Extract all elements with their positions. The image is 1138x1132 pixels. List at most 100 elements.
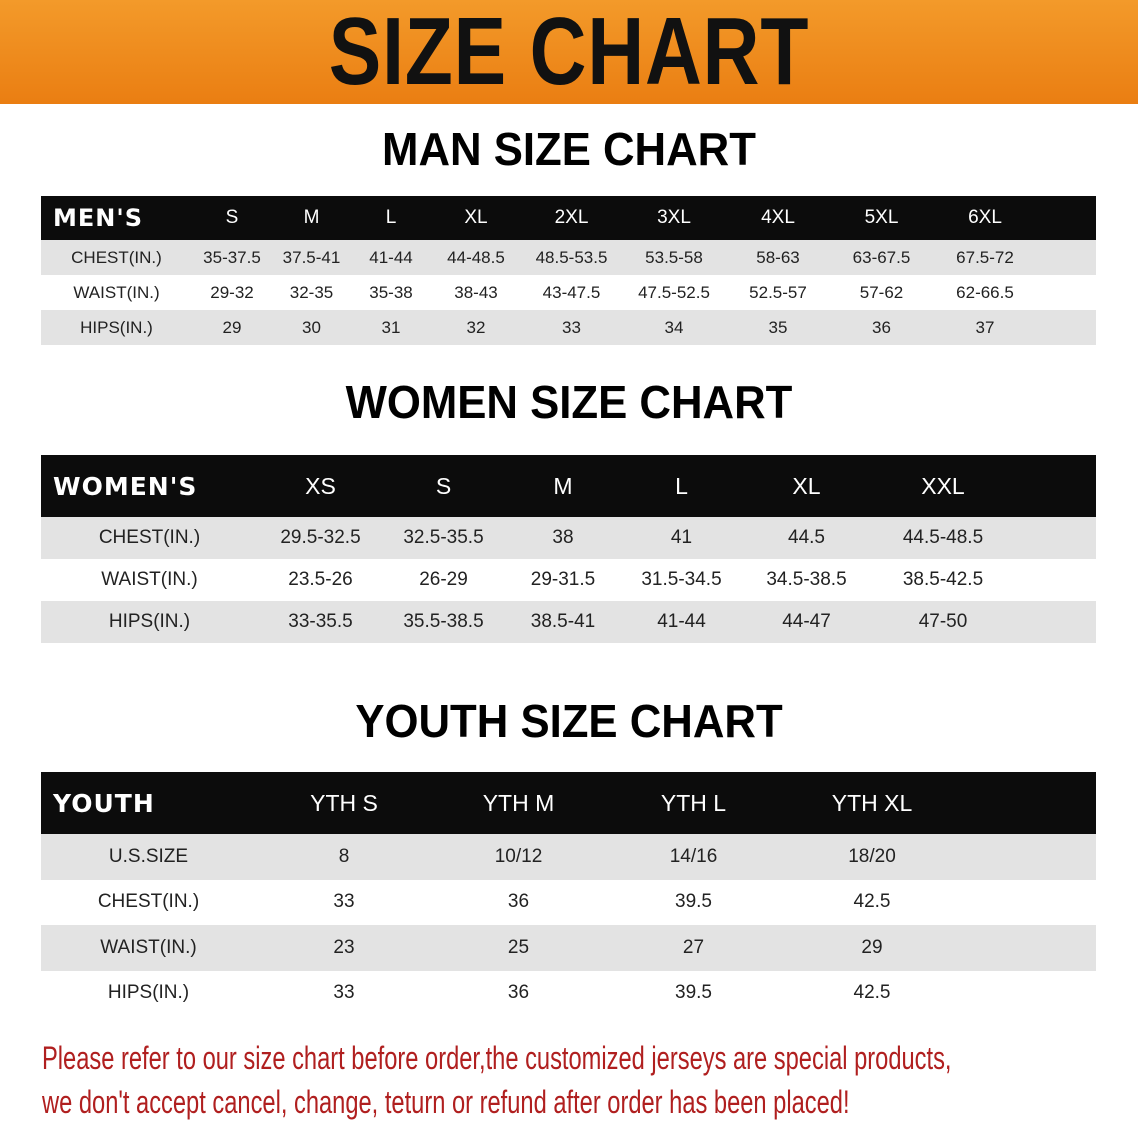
table-row: WAIST(IN.) 29-32 32-35 35-38 38-43 43-47.5 47.… (41, 275, 1096, 310)
notice-line-1: Please refer to our size chart before or… (42, 1040, 952, 1076)
table-row: WAIST(IN.) 23.5-26 26-29 29-31.5 31.5-34.5 34… (41, 559, 1096, 601)
row-label: CHEST(IN.) (98, 527, 201, 548)
measurement-cell: 33 (333, 891, 355, 913)
measurement-cell: 41 (670, 527, 693, 548)
measurement-cell: 18/20 (848, 845, 896, 867)
table-row: HIPS(IN.) 33-35.5 35.5-38.5 38.5-41 41-44 44-… (41, 601, 1096, 643)
youth-size-table: YOUTH YTH S YTH M YTH L YTH XL U.S.SIZE 8 10/12… (41, 772, 1096, 1016)
measurement-cell: 48.5-53.5 (535, 247, 608, 267)
women-section-title: WOMEN SIZE CHART (345, 376, 793, 428)
header-banner: SIZE CHART (0, 0, 1138, 104)
size-column-header: S (435, 472, 452, 499)
men-section-title: MAN SIZE CHART (382, 123, 756, 175)
measurement-cell: 57-62 (859, 282, 904, 302)
measurement-cell: 8 (338, 845, 350, 867)
table-header-row: WOMEN'S XS S M L XL XXL (41, 455, 1096, 517)
measurement-cell: 63-67.5 (852, 247, 911, 267)
measurement-cell: 33 (562, 317, 581, 337)
row-label: WAIST(IN.) (73, 282, 160, 302)
row-label: CHEST(IN.) (71, 247, 162, 267)
table-header-label: MEN'S (53, 204, 143, 232)
measurement-cell: 36 (872, 317, 891, 337)
page-title: SIZE CHART (328, 0, 810, 105)
size-column-header: XXL (921, 472, 965, 499)
measurement-cell: 34.5-38.5 (766, 569, 847, 590)
size-column-header: YTH L (660, 789, 727, 816)
size-column-header: 6XL (968, 207, 1002, 228)
measurement-cell: 35 (768, 317, 788, 337)
notice-line-2: we don't accept cancel, change, teturn o… (42, 1084, 850, 1120)
measurement-cell: 10/12 (494, 845, 543, 867)
size-column-header: M (553, 472, 573, 499)
table-header-label: YOUTH (53, 788, 155, 818)
measurement-cell: 29-32 (210, 282, 254, 302)
row-label: WAIST(IN.) (101, 569, 198, 590)
measurement-cell: 41-44 (369, 247, 413, 267)
measurement-cell: 31 (381, 317, 401, 337)
row-label: HIPS(IN.) (80, 317, 153, 337)
measurement-cell: 25 (507, 936, 530, 958)
measurement-cell: 41-44 (657, 611, 706, 632)
table-row: HIPS(IN.) 29 30 31 32 33 34 35 36 37 (41, 310, 1096, 345)
measurement-cell: 44-47 (782, 611, 831, 632)
measurement-cell: 33-35.5 (288, 611, 353, 632)
table-row: U.S.SIZE 8 10/12 14/16 18/20 (41, 834, 1096, 880)
table-row: CHEST(IN.) 29.5-32.5 32.5-35.5 38 41 44.5 44.5… (41, 517, 1096, 559)
measurement-cell: 58-63 (756, 247, 800, 267)
measurement-cell: 29-31.5 (530, 569, 596, 590)
youth-section-title: YOUTH SIZE CHART (355, 695, 783, 747)
measurement-cell: 42.5 (853, 891, 891, 913)
size-column-header: YTH S (310, 789, 378, 816)
size-column-header: XL (792, 472, 821, 499)
measurement-cell: 47.5-52.5 (638, 282, 710, 302)
size-column-header: XL (464, 207, 488, 228)
table-header-label: WOMEN'S (53, 471, 198, 501)
women-size-table: WOMEN'S XS S M L XL XXL CHEST(IN.) 29.5-32.5 32.5… (41, 455, 1096, 643)
measurement-cell: 23.5-26 (288, 569, 353, 590)
measurement-cell: 32-35 (289, 282, 334, 302)
size-column-header: 3XL (657, 207, 691, 228)
size-column-header: M (303, 207, 320, 228)
measurement-cell: 47-50 (918, 611, 968, 632)
measurement-cell: 35-37.5 (203, 247, 261, 267)
measurement-cell: 44.5 (788, 527, 825, 548)
measurement-cell: 44-48.5 (447, 247, 505, 267)
table-row: HIPS(IN.) 33 36 39.5 42.5 (41, 970, 1096, 1016)
row-label: HIPS(IN.) (108, 611, 191, 632)
row-label: HIPS(IN.) (107, 982, 190, 1004)
measurement-cell: 38-43 (454, 282, 498, 302)
row-label: CHEST(IN.) (97, 891, 200, 913)
table-header-row: MEN'S S M L XL 2XL 3XL 4XL 5XL 6XL (41, 196, 1096, 240)
measurement-cell: 30 (302, 317, 321, 337)
size-column-header: 4XL (761, 207, 795, 228)
row-label: U.S.SIZE (108, 845, 189, 867)
measurement-cell: 26-29 (419, 569, 468, 590)
measurement-cell: 44.5-48.5 (902, 527, 984, 548)
size-column-header: L (385, 207, 397, 228)
measurement-cell: 27 (682, 936, 705, 958)
men-size-table: MEN'S S M L XL 2XL 3XL 4XL 5XL 6XL CHEST(IN.) 35-37… (41, 196, 1096, 345)
size-column-header: XS (305, 472, 336, 499)
measurement-cell: 38 (552, 527, 574, 548)
measurement-cell: 35-38 (369, 282, 413, 302)
measurement-cell: 34 (664, 317, 684, 337)
measurement-cell: 33 (333, 982, 355, 1004)
measurement-cell: 29.5-32.5 (280, 527, 361, 548)
measurement-cell: 32 (466, 317, 486, 337)
table-row: CHEST(IN.) 33 36 39.5 42.5 (41, 879, 1096, 925)
measurement-cell: 35.5-38.5 (403, 611, 484, 632)
size-column-header: YTH XL (831, 789, 913, 816)
measurement-cell: 42.5 (853, 982, 891, 1004)
measurement-cell: 31.5-34.5 (641, 569, 722, 590)
size-column-header: 5XL (864, 207, 899, 228)
size-column-header: S (225, 207, 239, 228)
measurement-cell: 52.5-57 (749, 282, 807, 302)
measurement-cell: 23 (333, 936, 355, 958)
measurement-cell: 14/16 (669, 845, 718, 867)
measurement-cell: 67.5-72 (956, 247, 1014, 267)
measurement-cell: 36 (507, 982, 530, 1004)
measurement-cell: 29 (222, 317, 242, 337)
measurement-cell: 29 (861, 936, 883, 958)
measurement-cell: 38.5-42.5 (902, 569, 984, 590)
measurement-cell: 37.5-41 (282, 247, 341, 267)
